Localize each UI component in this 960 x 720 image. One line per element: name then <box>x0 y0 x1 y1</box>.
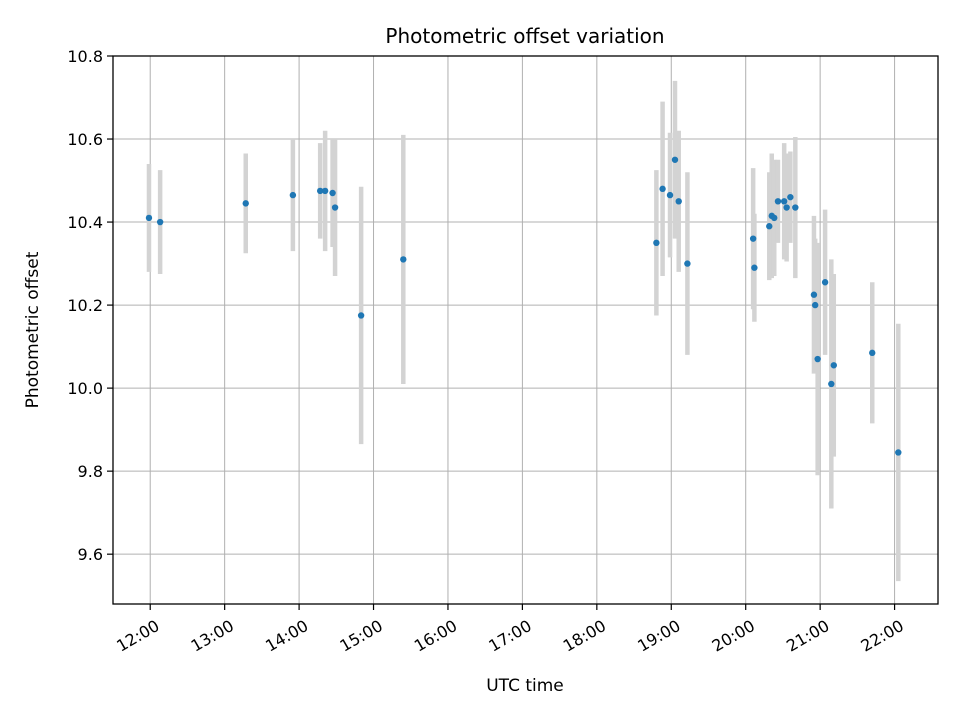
data-point <box>774 198 782 205</box>
data-point <box>771 214 778 222</box>
y-tick-label: 9.8 <box>78 462 103 481</box>
data-point <box>814 355 821 363</box>
y-tick-label: 10.8 <box>67 47 103 66</box>
data-point <box>811 301 819 309</box>
plot-frame <box>112 55 939 605</box>
y-tick-label: 9.6 <box>78 545 103 564</box>
data-point <box>895 449 902 456</box>
data-point <box>792 204 799 211</box>
data-point <box>684 260 691 267</box>
data-point <box>675 198 682 205</box>
data-point <box>671 156 679 163</box>
data-points <box>145 156 902 456</box>
x-axis-label: UTC time <box>486 676 564 696</box>
data-point <box>653 239 660 247</box>
y-tick-label: 10.4 <box>67 213 103 232</box>
data-point <box>316 187 324 195</box>
data-point <box>242 200 249 207</box>
data-point <box>821 279 829 286</box>
data-point <box>749 235 757 242</box>
data-point <box>783 204 790 211</box>
data-point <box>357 312 365 319</box>
data-point <box>810 291 818 298</box>
y-axis-label: Photometric offset <box>23 251 43 408</box>
data-point <box>145 214 153 222</box>
data-point <box>787 193 794 201</box>
data-point <box>869 349 876 357</box>
y-tick-label: 10.0 <box>67 379 103 398</box>
data-point <box>329 189 336 197</box>
data-point <box>156 218 164 226</box>
data-point <box>400 256 407 263</box>
data-point <box>666 191 674 199</box>
y-tick-label: 10.6 <box>67 130 103 149</box>
data-point <box>751 264 758 271</box>
data-point <box>780 198 788 205</box>
y-axis: 9.6 9.8 10.0 10.2 10.4 10.6 10.8 <box>67 47 113 564</box>
data-point <box>659 185 666 193</box>
data-point <box>830 362 837 369</box>
data-point <box>321 187 329 195</box>
chart-title: Photometric offset variation <box>385 24 664 48</box>
data-point <box>289 191 297 199</box>
y-tick-label: 10.2 <box>67 296 103 315</box>
data-point <box>828 380 835 388</box>
data-point <box>766 223 773 230</box>
data-point <box>331 204 339 211</box>
